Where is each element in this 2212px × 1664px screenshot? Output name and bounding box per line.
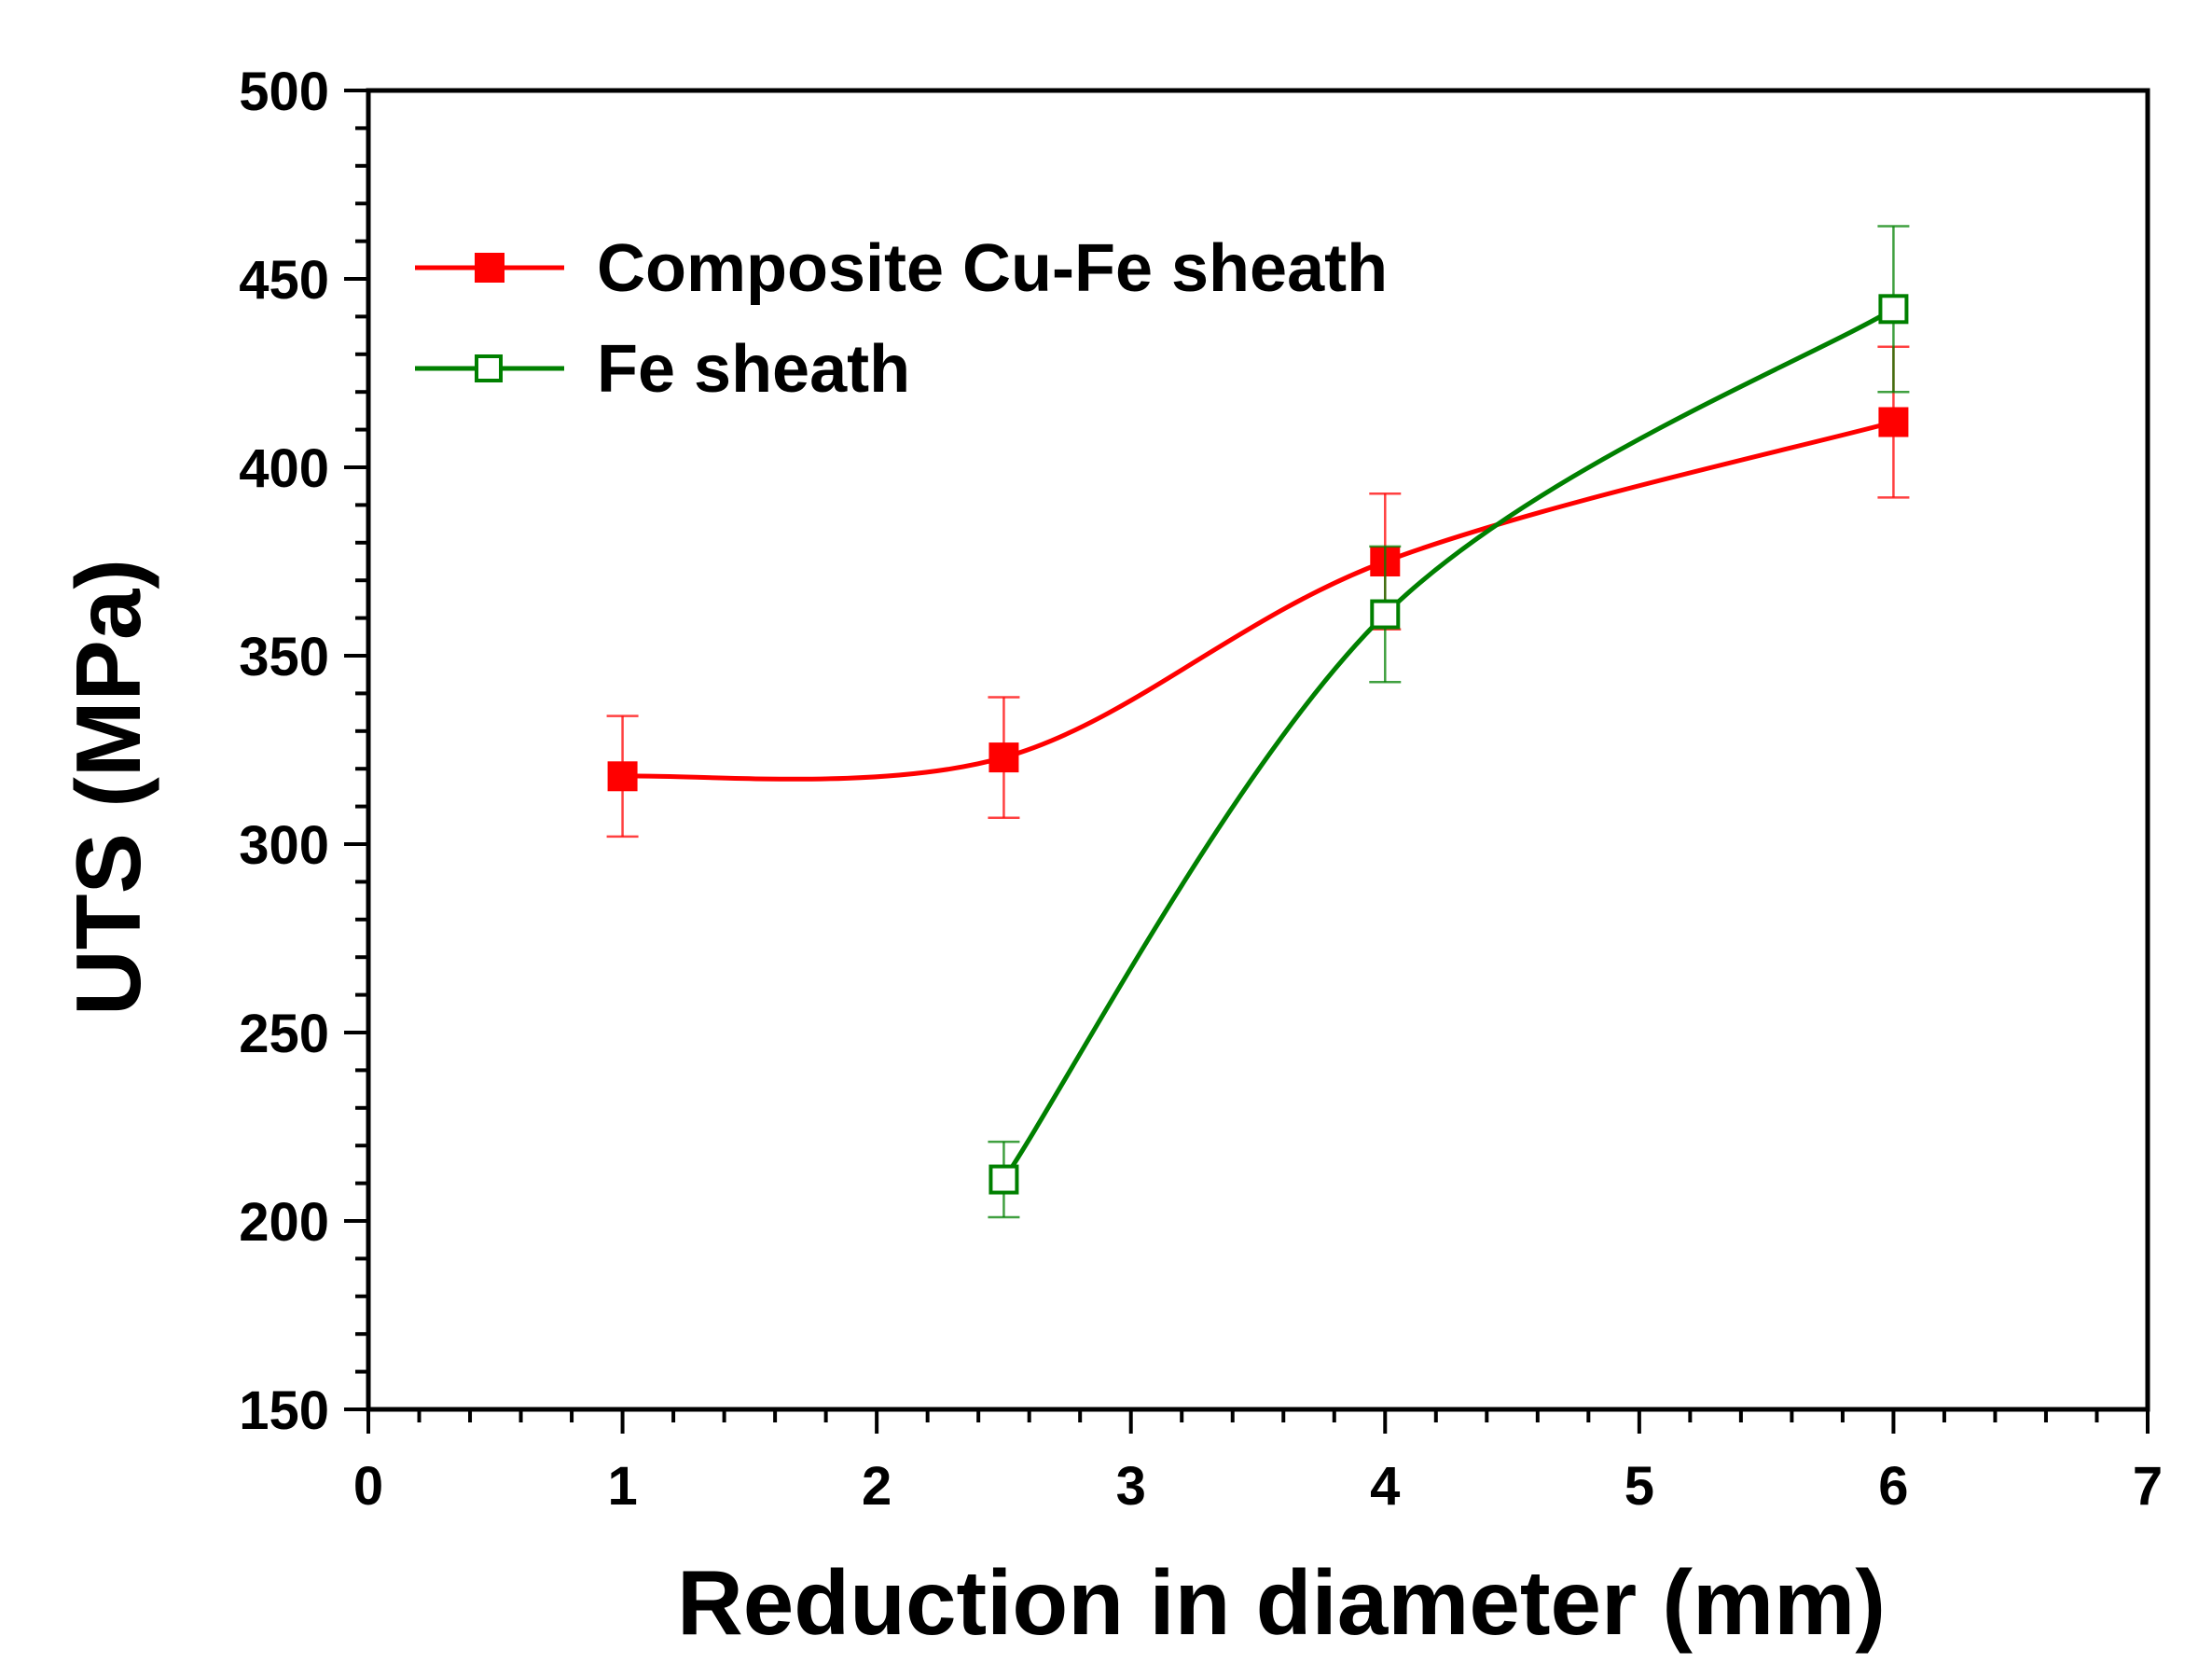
x-tick-label: 7: [2133, 1456, 2163, 1517]
x-tick-label: 2: [862, 1456, 892, 1517]
legend-label: Fe sheath: [597, 332, 910, 407]
plot-area: [366, 88, 2150, 1412]
y-tick-label: 500: [239, 62, 329, 122]
data-point: [607, 761, 638, 792]
y-tick-label: 400: [239, 438, 329, 499]
y-tick-label: 450: [239, 250, 329, 311]
data-point: [1878, 407, 1909, 437]
x-tick-label: 3: [1116, 1456, 1146, 1517]
y-tick-label: 300: [239, 815, 329, 876]
data-point: [988, 1164, 1019, 1195]
legend: Composite Cu-Fe sheath Fe sheath: [415, 231, 1388, 407]
plot-frame: [366, 88, 2150, 1412]
data-point: [1878, 294, 1909, 325]
tick-labels: 0 1 2 3 4 5 6 7 150 200 250 300 350 400 450 500: [239, 62, 2163, 1517]
series-line: [1002, 307, 1895, 1181]
x-tick-label: 6: [1878, 1456, 1908, 1517]
legend-label: Composite Cu-Fe sheath: [597, 231, 1388, 306]
y-tick-label: 150: [239, 1380, 329, 1441]
x-axis-title: Reduction in diameter (mm): [677, 1551, 1886, 1654]
series-composite-cu-fe: [606, 345, 1910, 839]
y-tick-label: 250: [239, 1004, 329, 1064]
x-tick-label: 4: [1370, 1456, 1400, 1517]
x-tick-label: 5: [1624, 1456, 1654, 1517]
y-tick-label: 200: [239, 1192, 329, 1253]
data-point: [1370, 599, 1401, 630]
series-layer: [606, 225, 1910, 1219]
series-line: [622, 420, 1895, 782]
x-tick-label: 1: [607, 1456, 637, 1517]
legend-marker: [475, 354, 503, 382]
series-fe-sheath: [988, 225, 1910, 1219]
legend-marker: [475, 253, 505, 283]
data-point: [988, 742, 1019, 773]
y-axis-title: UTS (MPa): [57, 559, 159, 1016]
axis-ticks: [344, 89, 2150, 1434]
y-tick-label: 350: [239, 627, 329, 687]
x-tick-label: 0: [353, 1456, 383, 1517]
